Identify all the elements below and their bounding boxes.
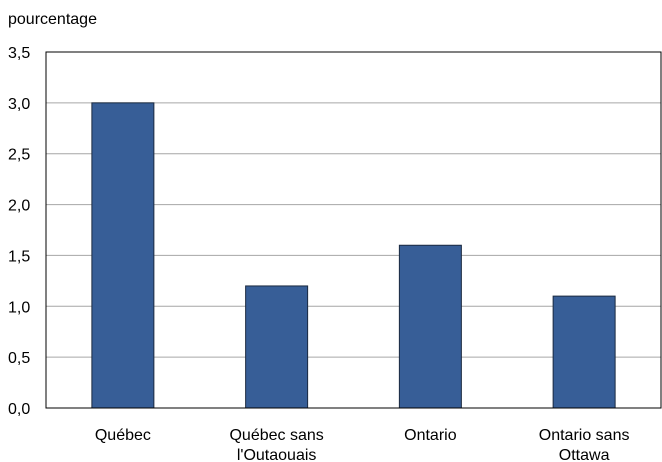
- x-tick-label: Ontario: [404, 427, 457, 444]
- bar: [552, 295, 616, 409]
- bar: [91, 102, 155, 409]
- y-tick-label: 1,5: [8, 248, 30, 265]
- x-tick-label-line: Ottawa: [559, 447, 610, 462]
- x-tick-label-line: Ontario sans: [539, 427, 630, 444]
- bars: [91, 102, 616, 409]
- x-tick-label: Ontario sans Ottawa: [539, 427, 630, 462]
- y-tick-label: 3,0: [8, 96, 30, 113]
- x-tick-label-line: Québec sans: [229, 427, 323, 444]
- plot-frame: [45, 51, 662, 409]
- y-tick-label: 2,0: [8, 198, 30, 215]
- bar: [398, 244, 462, 409]
- x-axis-labels: Québec Québec sans l'Outaouais Ontario Ontar…: [95, 427, 630, 462]
- y-tick-label: 0,0: [8, 401, 30, 418]
- x-tick-label: Québec: [95, 427, 151, 444]
- x-tick-label: Québec sans l'Outaouais: [229, 427, 323, 462]
- y-axis-unit-label: pourcentage: [8, 11, 97, 28]
- bar: [245, 285, 309, 409]
- y-tick-label: 1,0: [8, 299, 30, 316]
- y-axis-ticks: 0,0 0,5 1,0 1,5 2,0 2,5 3,0 3,5: [8, 45, 30, 418]
- y-tick-label: 3,5: [8, 45, 30, 62]
- x-tick-label-line: l'Outaouais: [237, 447, 317, 462]
- x-tick-label-line: Québec: [95, 427, 151, 444]
- x-tick-label-line: Ontario: [404, 427, 457, 444]
- y-tick-label: 0,5: [8, 350, 30, 367]
- y-tick-label: 2,5: [8, 147, 30, 164]
